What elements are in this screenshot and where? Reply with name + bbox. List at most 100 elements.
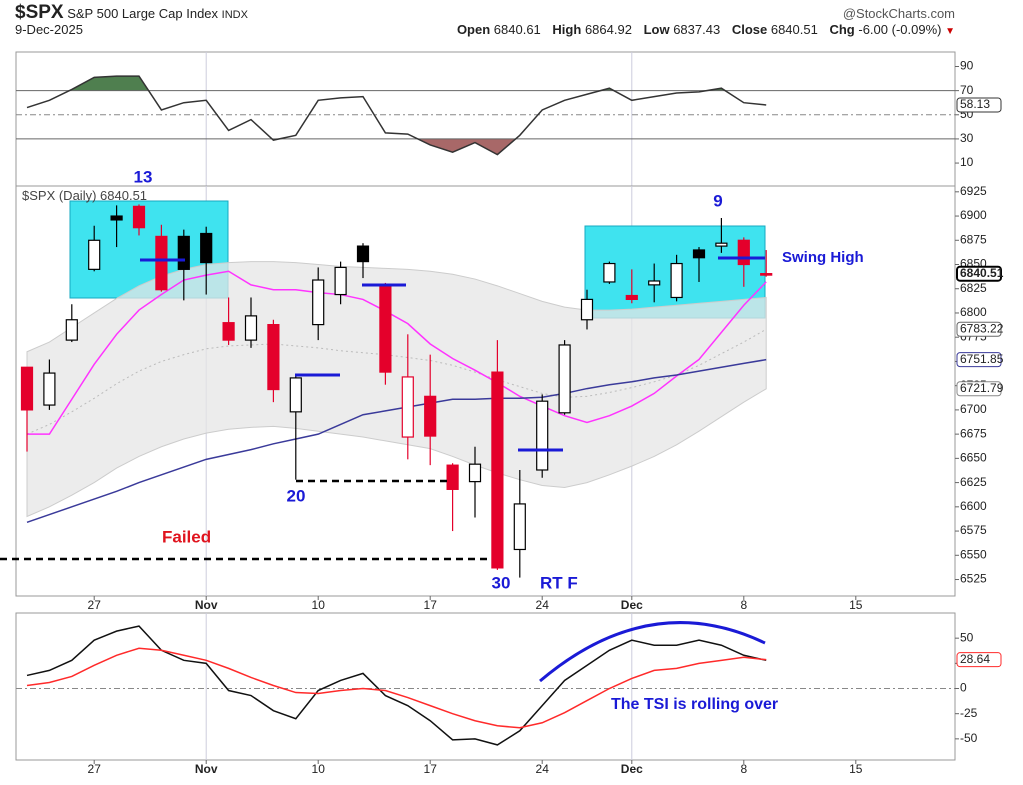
x-tick-label: Dec bbox=[621, 762, 643, 776]
candle-body bbox=[536, 400, 549, 471]
index-name: S&P 500 Large Cap Index bbox=[67, 6, 219, 21]
last-value-tag: 6721.79 bbox=[960, 381, 1004, 395]
line bbox=[26, 328, 767, 435]
y-tick-label: 6650 bbox=[960, 451, 987, 465]
level-lines bbox=[140, 256, 765, 452]
y-tick-label: 6700 bbox=[960, 402, 987, 416]
arc-annotation bbox=[539, 621, 766, 683]
last-value-tag-box bbox=[956, 265, 1002, 282]
x-tick-label: 8 bbox=[740, 598, 747, 612]
candle-body bbox=[312, 279, 325, 326]
y-tick-label: 6575 bbox=[960, 523, 987, 537]
y-tick-label: 6800 bbox=[960, 305, 987, 319]
quote-label: Low bbox=[643, 22, 670, 37]
candle-body bbox=[468, 463, 482, 483]
line bbox=[27, 270, 767, 435]
x-tick-label: Nov bbox=[195, 762, 218, 776]
y-tick-label: 90 bbox=[960, 59, 974, 73]
last-value-tag-box bbox=[956, 97, 1002, 113]
quote-value: 6840.61 bbox=[493, 22, 541, 37]
bollinger-band bbox=[26, 261, 767, 518]
marks: 58.13 6721.79 6783.22 6751.85 6840.51 28.64 bbox=[16, 75, 1004, 746]
candle-body bbox=[177, 235, 190, 270]
x-tick-label: 17 bbox=[424, 598, 438, 612]
candle-body bbox=[558, 344, 571, 414]
candle-body bbox=[110, 215, 123, 221]
last-value-tag-box bbox=[956, 352, 1002, 368]
x-tick-label: 24 bbox=[536, 598, 550, 612]
annotations: 13 9 Swing High Failed 20 30 RT F The TS… bbox=[0, 167, 864, 713]
y-tick-label: 6825 bbox=[960, 281, 987, 295]
y-tick-label: -25 bbox=[960, 706, 978, 720]
date: 9-Dec-2025 bbox=[15, 22, 83, 37]
x-tick-label: 15 bbox=[849, 598, 863, 612]
last-value-tag: 6840.51 bbox=[960, 266, 1004, 280]
annotation: 9 bbox=[713, 191, 722, 210]
line bbox=[26, 625, 767, 746]
x-tick-label: 10 bbox=[312, 598, 326, 612]
quote-value: -6.00 (-0.09%) bbox=[858, 22, 942, 37]
candle-body bbox=[43, 372, 56, 406]
last-value-tag: 6783.22 bbox=[960, 321, 1004, 335]
x-tick-label: 17 bbox=[424, 762, 438, 776]
candle-body bbox=[155, 235, 168, 291]
price-legend: $SPX (Daily) 6840.51 bbox=[22, 188, 147, 203]
quote-value: 6840.51 bbox=[770, 22, 818, 37]
last-value-tag-box bbox=[956, 652, 1002, 668]
y-tick-label: 0 bbox=[960, 681, 967, 695]
y-tick-label: 6550 bbox=[960, 547, 987, 561]
line bbox=[26, 358, 767, 524]
candle-body bbox=[65, 319, 78, 341]
annotation: Swing High bbox=[782, 249, 864, 266]
header: $SPX S&P 500 Large Cap Index INDX @Stock… bbox=[15, 2, 955, 38]
last-value-tag: 58.13 bbox=[960, 97, 990, 111]
x-tick-label: Nov bbox=[195, 598, 218, 612]
candle-body bbox=[244, 315, 258, 341]
quote-label: Open bbox=[456, 22, 491, 37]
legend-value: 6840.51 bbox=[100, 188, 147, 203]
y-tick-label: 50 bbox=[960, 630, 974, 644]
legend-name: $SPX (Daily) bbox=[22, 188, 96, 203]
candle-body bbox=[200, 232, 213, 264]
quote-label: High bbox=[552, 22, 582, 37]
last-value-tag: 28.64 bbox=[960, 652, 990, 666]
quote-label: Close bbox=[731, 22, 768, 37]
annotation: 13 bbox=[134, 167, 153, 186]
last-value-tag-box bbox=[956, 381, 1002, 397]
y-tick-label: 6600 bbox=[960, 499, 987, 513]
source: @StockCharts.com bbox=[842, 6, 955, 21]
x-tick-label: Dec bbox=[621, 598, 643, 612]
candle-body bbox=[491, 371, 504, 569]
candle-body bbox=[356, 245, 370, 263]
line bbox=[26, 647, 767, 729]
annotation: RT F bbox=[540, 573, 578, 592]
down-arrow: ▼ bbox=[945, 26, 955, 37]
y-tick-label: -50 bbox=[960, 731, 978, 745]
x-tick-label: 15 bbox=[849, 762, 863, 776]
candle-body bbox=[222, 322, 235, 341]
candle-body bbox=[603, 262, 616, 283]
candle-body bbox=[334, 266, 347, 296]
x-tick-label: 10 bbox=[312, 762, 326, 776]
quote-label: Chg bbox=[829, 22, 855, 37]
candle-body bbox=[267, 324, 280, 391]
quote-value: 6837.43 bbox=[673, 22, 721, 37]
candle-body bbox=[379, 284, 392, 373]
line bbox=[26, 75, 767, 156]
x-tick-label: 8 bbox=[740, 762, 747, 776]
annotation: The TSI is rolling over bbox=[611, 696, 778, 713]
y-tick-label: 30 bbox=[960, 131, 974, 145]
y-tick-label: 6675 bbox=[960, 426, 987, 440]
panel-frame bbox=[15, 612, 956, 761]
candle-body bbox=[446, 464, 459, 490]
candle-body bbox=[401, 376, 414, 438]
y-tick-label: 6925 bbox=[960, 184, 987, 198]
candle-body bbox=[715, 242, 728, 247]
y-tick-label: 6875 bbox=[960, 232, 987, 246]
candle-body bbox=[760, 273, 773, 276]
x-tick-label: 27 bbox=[88, 762, 102, 776]
y-tick-label: 10 bbox=[960, 155, 974, 169]
x-tick-label: 24 bbox=[536, 762, 550, 776]
